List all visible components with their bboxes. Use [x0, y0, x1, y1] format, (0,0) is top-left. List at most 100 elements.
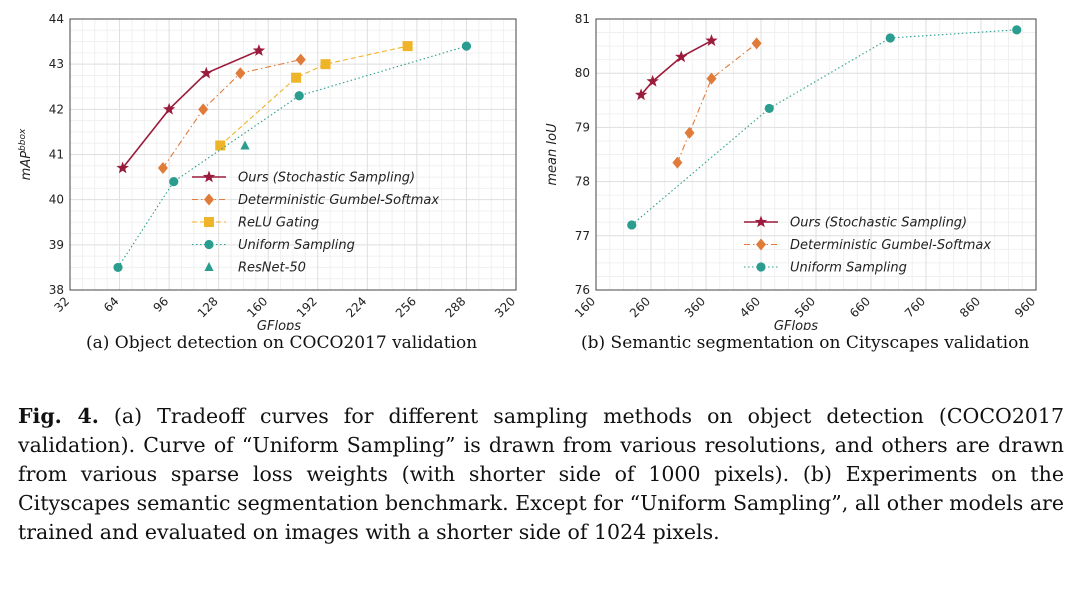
series-2 [215, 41, 413, 151]
legend-marker [204, 217, 214, 227]
data-point [646, 74, 659, 87]
data-point [672, 156, 683, 169]
data-point [157, 162, 168, 175]
x-axis-title: GFlops [774, 319, 818, 330]
x-tick-label: 860 [957, 294, 983, 320]
series-line [162, 59, 301, 169]
data-point [634, 88, 648, 101]
data-point [402, 41, 413, 52]
y-axis-title: mean IoU [545, 123, 560, 186]
legend-label: Deterministic Gumbel-Softmax [790, 238, 991, 253]
x-tick-label: 660 [847, 294, 873, 320]
legend: Ours (Stochastic Sampling) Deterministic … [192, 170, 439, 276]
x-tick-label: 260 [627, 294, 653, 320]
series-0 [634, 34, 718, 101]
plot-frame [69, 18, 517, 291]
y-tick-label: 38 [49, 283, 64, 297]
x-axis-title: GFlops [257, 319, 301, 330]
subcaption-b: (b) Semantic segmentation on Cityscapes … [581, 333, 1030, 353]
series-line [676, 42, 757, 163]
y-tick-label: 39 [49, 238, 64, 252]
x-tick-label: 192 [294, 294, 320, 320]
x-tick-label: 560 [792, 294, 818, 320]
legend-label: ResNet-50 [238, 261, 306, 276]
y-axis-title: mAPbbox [18, 128, 34, 180]
y-tick-label: 77 [575, 229, 590, 243]
x-tick-label: 460 [737, 294, 763, 320]
data-point [116, 161, 129, 174]
data-point [200, 66, 213, 79]
x-tick-label: 960 [1012, 294, 1038, 320]
x-tick-label: 128 [195, 294, 221, 320]
y-tick-label: 79 [575, 120, 590, 134]
data-point [295, 53, 306, 66]
data-point [169, 177, 179, 187]
series-line [122, 49, 260, 169]
legend-label: Deterministic Gumbel-Softmax [238, 193, 439, 208]
x-tick-label: 288 [442, 294, 468, 320]
grid [595, 18, 1037, 291]
chart-object-detection: 32 64 96 128 160 192 224 256 288 320 38 39 40 41 42 43 4… [18, 12, 518, 330]
data-point [235, 67, 246, 80]
data-point [627, 220, 637, 230]
y-tick-label: 42 [49, 102, 64, 116]
legend-marker [204, 193, 214, 206]
data-point [215, 140, 226, 151]
legend-label: Ours (Stochastic Sampling) [238, 171, 415, 186]
data-point [294, 91, 304, 101]
legend-label: Uniform Sampling [790, 261, 907, 276]
data-point [885, 33, 895, 43]
legend-marker [756, 238, 766, 251]
x-tick-label: 224 [343, 294, 369, 320]
subcaption-a: (a) Object detection on COCO2017 validat… [86, 333, 478, 353]
x-tick-label: 32 [51, 294, 72, 315]
data-point [252, 44, 266, 56]
y-tick-label: 43 [49, 57, 64, 71]
legend-marker [204, 262, 214, 271]
x-tick-label: 320 [492, 294, 518, 320]
figure-label: Fig. 4. [18, 404, 99, 428]
x-tick-label: 64 [101, 294, 122, 315]
y-tick-label: 40 [49, 193, 64, 207]
data-point [751, 37, 762, 50]
legend-marker [202, 170, 216, 183]
data-point [240, 140, 250, 150]
legend-label: Uniform Sampling [238, 238, 355, 253]
data-point [461, 41, 472, 51]
chart-semantic-segmentation: 160 260 360 460 560 660 760 860 960 76 77 78 79 80 81 G… [545, 12, 1038, 330]
data-point [706, 72, 717, 85]
legend-marker [204, 239, 214, 250]
data-point [320, 59, 331, 70]
y-tick-label: 81 [575, 12, 590, 26]
series-line [640, 39, 712, 96]
legend-label: ReLU Gating [238, 216, 319, 231]
y-tick-label: 80 [575, 66, 590, 80]
data-point [764, 103, 774, 114]
y-tick-label: 41 [49, 148, 64, 162]
y-tick-label: 76 [575, 283, 590, 297]
legend-label: Ours (Stochastic Sampling) [790, 216, 967, 231]
x-tick-label: 160 [572, 294, 598, 320]
figure-caption: Fig. 4. (a) Tradeoff curves for differen… [18, 402, 1064, 547]
plot-frame [595, 18, 1037, 291]
series-1 [672, 37, 762, 169]
legend-marker [756, 262, 766, 272]
y-tick-label: 78 [575, 175, 590, 189]
series-line [219, 45, 408, 146]
x-tick-label: 160 [244, 294, 270, 320]
data-point [113, 262, 123, 273]
y-axis-title-superscript: bbox [18, 128, 28, 151]
series-1 [157, 53, 306, 175]
series-3 [113, 41, 472, 273]
x-tick-label: 360 [682, 294, 708, 320]
series-0 [116, 44, 266, 174]
data-point [705, 34, 718, 46]
y-tick-label: 44 [49, 12, 64, 26]
legend: Ours (Stochastic Sampling) Deterministic … [744, 215, 991, 276]
grid [69, 18, 517, 291]
series-2 [627, 25, 1022, 230]
data-point [162, 102, 176, 115]
data-point [684, 126, 695, 139]
x-tick-label: 96 [151, 294, 172, 315]
data-point [291, 72, 302, 83]
